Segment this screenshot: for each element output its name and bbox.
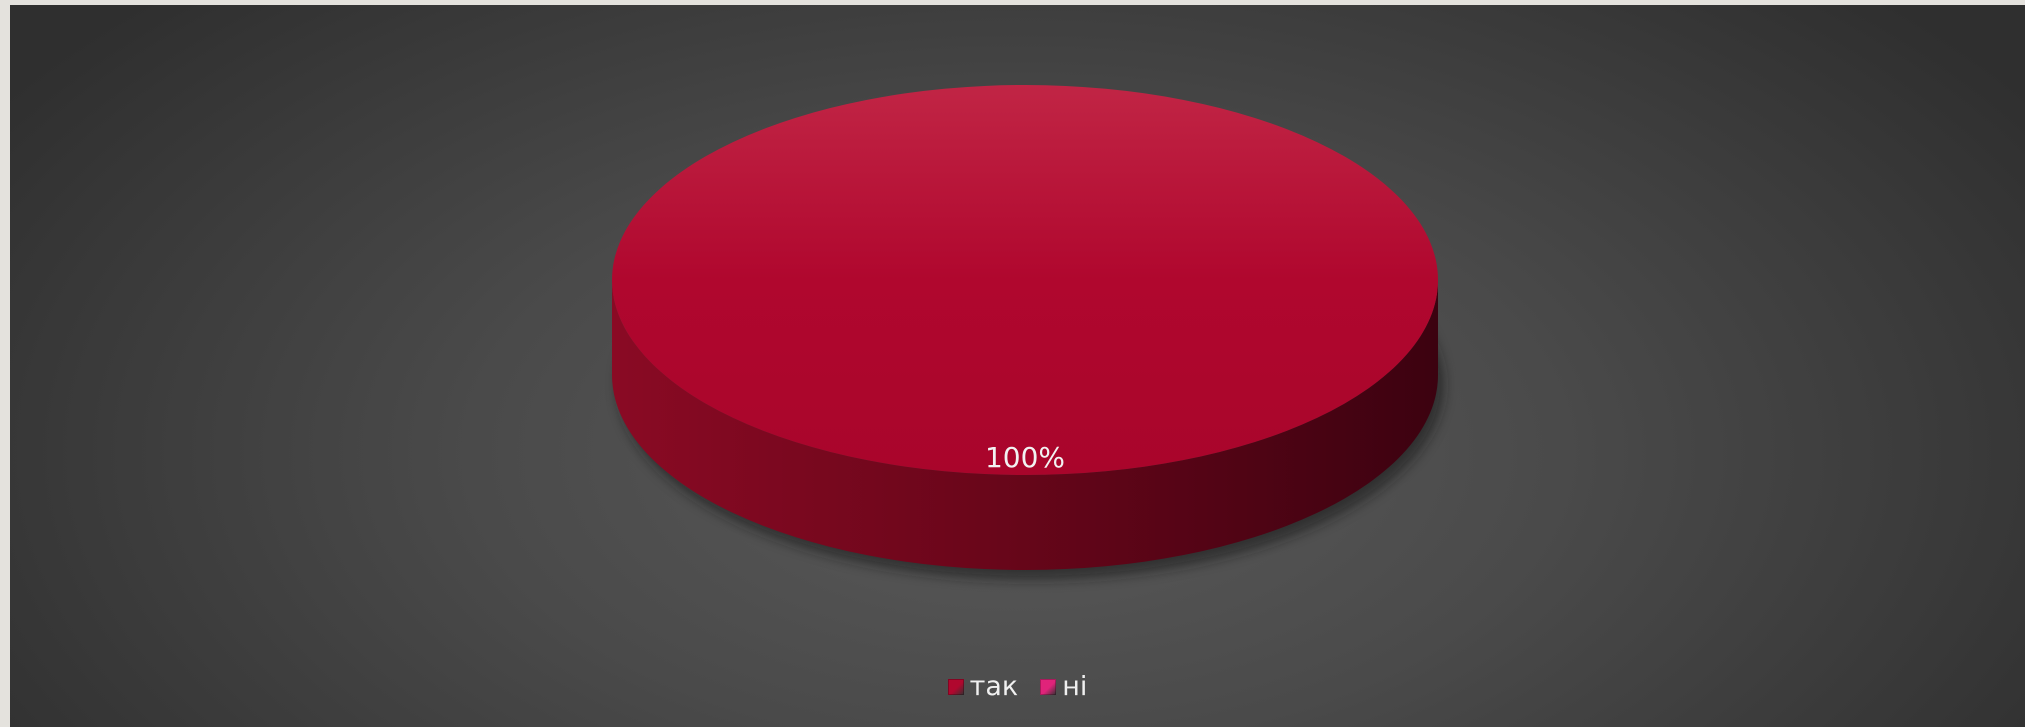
legend-label-tak: так — [969, 671, 1019, 702]
chart-slide: 100% так ні — [10, 5, 2025, 727]
legend-label-ni: ні — [1062, 671, 1088, 702]
pie-chart: 100% — [612, 85, 1444, 580]
legend: так ні — [10, 673, 2025, 700]
data-label-0: 100% — [985, 441, 1065, 474]
legend-item-ni[interactable]: ні — [1040, 673, 1087, 700]
pie-slice-0-side — [612, 280, 1438, 570]
legend-swatch-ni — [1040, 678, 1057, 695]
legend-item-tak[interactable]: так — [947, 671, 1019, 702]
pie-slice-0 — [612, 85, 1438, 475]
legend-swatch-tak — [947, 678, 964, 695]
